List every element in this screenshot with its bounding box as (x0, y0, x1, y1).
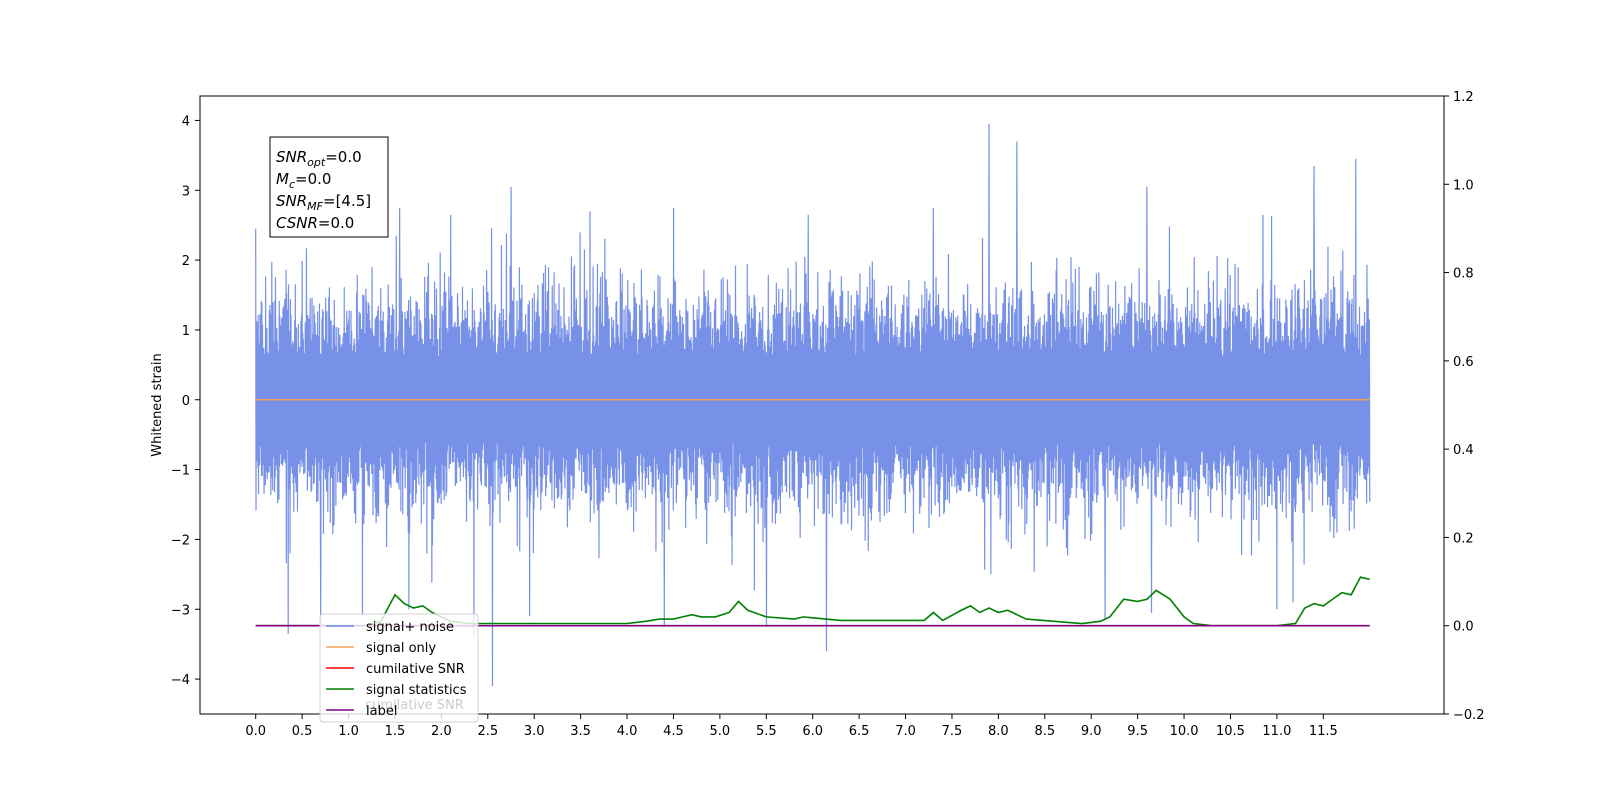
y-tick-label: 3 (182, 184, 190, 199)
y-tick-label: 1 (182, 324, 190, 339)
y-tick-label: −3 (171, 603, 190, 618)
info-line: SNRMF=[4.5] (276, 192, 371, 213)
y-tick-label: −1 (171, 464, 190, 479)
legend-entry: label (366, 704, 397, 719)
x-tick-label: 9.5 (1127, 724, 1148, 739)
legend-entry: signal+ noise (366, 620, 454, 635)
info-line: CSNR=0.0 (276, 214, 354, 232)
y2-tick-label: 1.2 (1453, 90, 1474, 105)
y-tick-label: 4 (182, 114, 190, 129)
x-tick-label: 6.0 (802, 724, 823, 739)
x-tick-label: 0.0 (245, 724, 266, 739)
x-tick-label: 6.5 (849, 724, 870, 739)
x-tick-label: 5.5 (756, 724, 777, 739)
x-tick-label: 5.0 (710, 724, 731, 739)
legend: cumilative SNR signal+ noise signal only c… (319, 613, 479, 723)
legend-entry: signal statistics (366, 683, 467, 698)
x-tick-label: 9.0 (1081, 724, 1102, 739)
x-tick-label: 10.5 (1216, 724, 1245, 739)
x-tick-label: 8.0 (988, 724, 1009, 739)
info-line: SNRopt=0.0 (276, 148, 362, 169)
signal-noise-line (255, 123, 1371, 687)
noise-series (255, 123, 1371, 687)
x-tick-label: 11.0 (1262, 724, 1291, 739)
legend-entry: signal only (366, 641, 436, 656)
y-tick-label: 0 (182, 394, 190, 409)
x-tick-label: 10.0 (1170, 724, 1199, 739)
y-axis-label: Whitened strain (150, 353, 165, 456)
x-tick-label: 0.5 (292, 724, 313, 739)
x-tick-label: 4.0 (617, 724, 638, 739)
x-tick-label: 3.5 (570, 724, 591, 739)
y2-tick-label: 0.4 (1453, 443, 1474, 458)
y-tick-label: −4 (171, 673, 190, 688)
x-tick-label: 1.5 (385, 724, 406, 739)
y-tick-label: −2 (171, 533, 190, 548)
x-tick-label: 1.0 (338, 724, 359, 739)
info-box-frame (269, 136, 389, 238)
x-tick-label: 3.0 (524, 724, 545, 739)
y2-tick-label: 0.2 (1453, 531, 1474, 546)
x-tick-label: 11.5 (1309, 724, 1338, 739)
y2-tick-label: 0.0 (1453, 620, 1474, 635)
legend-ghost-text: cumilative SNR (365, 698, 464, 713)
x-axis: 0.0 0.5 1.0 1.5 2.0 2.5 3.0 3.5 4.0 4.5 5.0 5.5 6.0 6… (245, 714, 1338, 739)
legend-frame (319, 613, 479, 723)
y-axis-left: −4 −3 −2 −1 0 1 2 3 4 (171, 114, 200, 688)
plot-frame (199, 95, 1445, 715)
y2-tick-label: 0.6 (1453, 355, 1474, 370)
x-tick-label: 2.0 (431, 724, 452, 739)
y2-tick-label: 0.8 (1453, 267, 1474, 282)
y2-tick-label: −0.2 (1453, 708, 1485, 723)
y2-tick-label: 1.0 (1453, 178, 1474, 193)
x-tick-label: 2.5 (477, 724, 498, 739)
x-tick-label: 7.0 (895, 724, 916, 739)
y-tick-label: 2 (182, 254, 190, 269)
legend-entry: cumilative SNR (366, 662, 465, 677)
x-tick-label: 7.5 (942, 724, 963, 739)
x-tick-label: 4.5 (663, 724, 684, 739)
info-line: Mc=0.0 (276, 170, 331, 191)
x-tick-label: 8.5 (1034, 724, 1055, 739)
y-axis-right: −0.2 0.0 0.2 0.4 0.6 0.8 1.0 1.2 (1444, 90, 1485, 723)
